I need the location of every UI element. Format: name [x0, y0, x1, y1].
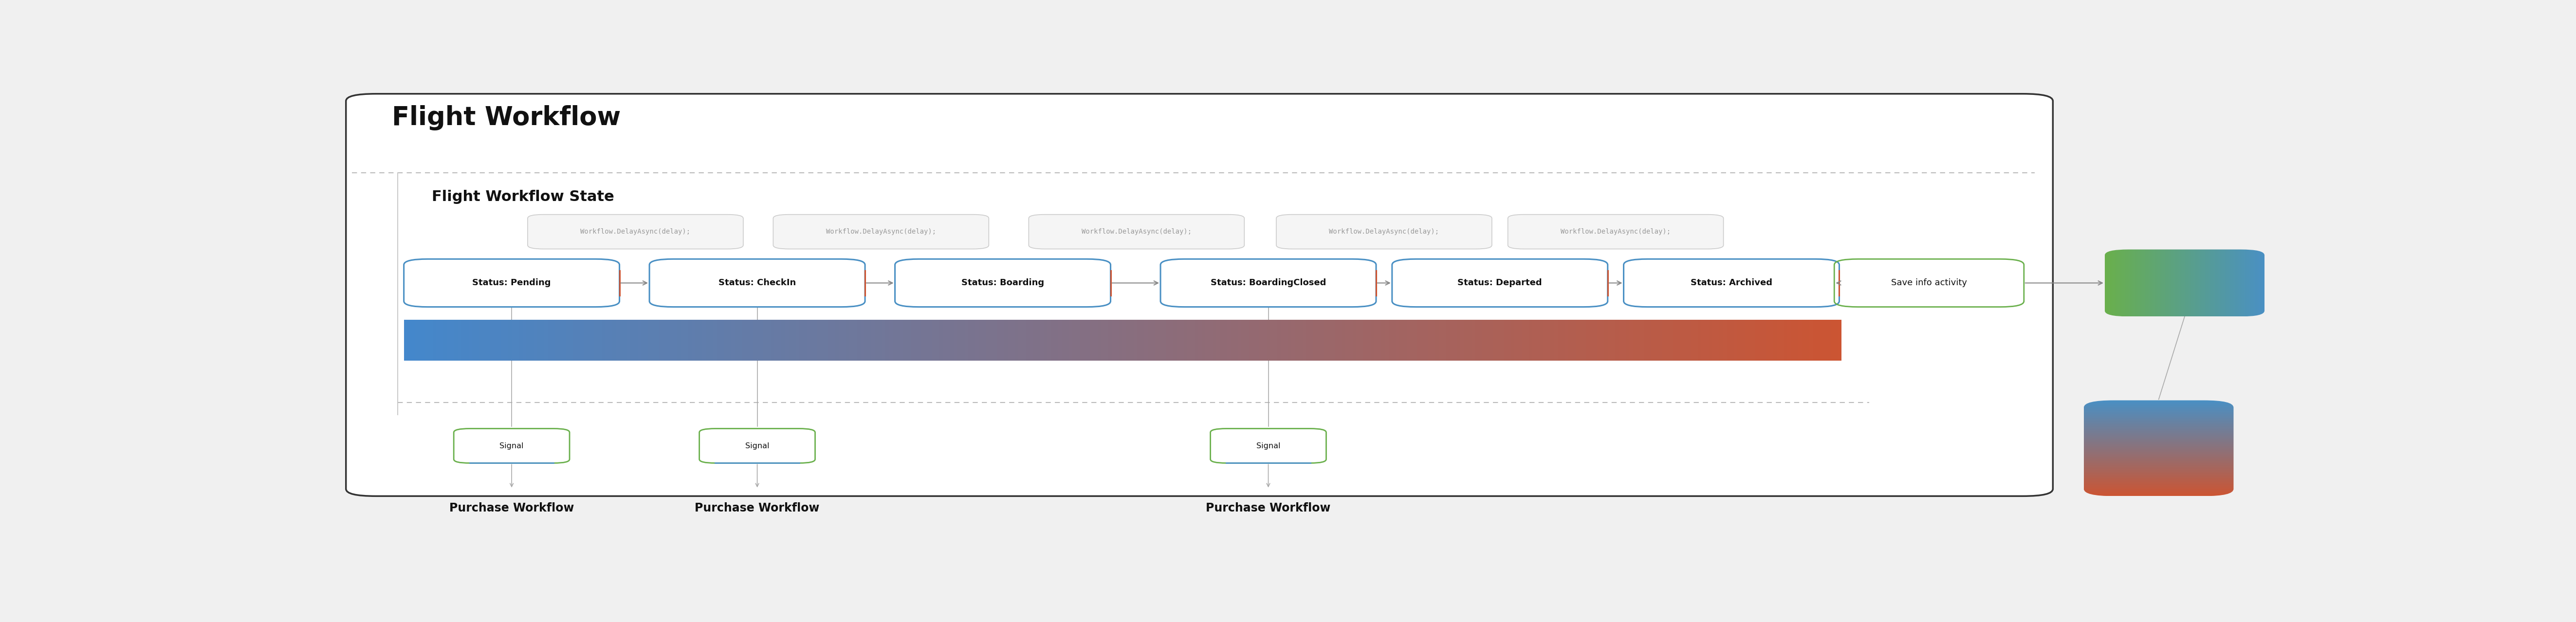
Text: Status: Pending: Status: Pending — [471, 279, 551, 287]
Text: Signal: Signal — [1257, 442, 1280, 450]
Text: Status: CheckIn: Status: CheckIn — [719, 279, 796, 287]
Text: Collection of tickets with passenger details and seat reservation: Collection of tickets with passenger det… — [971, 336, 1275, 345]
Text: Flight Workflow: Flight Workflow — [392, 105, 621, 131]
Text: Workflow.DelayAsync(delay);: Workflow.DelayAsync(delay); — [1329, 228, 1440, 235]
FancyBboxPatch shape — [894, 259, 1110, 307]
Text: Workflow.DelayAsync(delay);: Workflow.DelayAsync(delay); — [827, 228, 935, 235]
FancyBboxPatch shape — [1834, 259, 2025, 307]
FancyBboxPatch shape — [1275, 215, 1492, 249]
FancyBboxPatch shape — [1507, 215, 1723, 249]
FancyBboxPatch shape — [345, 94, 2053, 496]
Text: Flight Workflow State: Flight Workflow State — [433, 190, 613, 204]
Text: Workflow.DelayAsync(delay);: Workflow.DelayAsync(delay); — [580, 228, 690, 235]
Text: Purchase Workflow: Purchase Workflow — [696, 502, 819, 514]
FancyBboxPatch shape — [1211, 429, 1327, 463]
Text: Status: Archived: Status: Archived — [1690, 279, 1772, 287]
Text: Status: Boarding: Status: Boarding — [961, 279, 1043, 287]
Text: Signal: Signal — [500, 442, 523, 450]
FancyBboxPatch shape — [1162, 259, 1376, 307]
FancyBboxPatch shape — [649, 259, 866, 307]
Text: Purchase Workflow: Purchase Workflow — [448, 502, 574, 514]
FancyBboxPatch shape — [698, 429, 814, 463]
FancyBboxPatch shape — [528, 215, 744, 249]
FancyBboxPatch shape — [453, 429, 569, 463]
Text: Purchase Workflow: Purchase Workflow — [1206, 502, 1332, 514]
Text: Save info activity: Save info activity — [1891, 279, 1968, 287]
FancyBboxPatch shape — [404, 259, 618, 307]
FancyBboxPatch shape — [1028, 215, 1244, 249]
Text: Workflow.DelayAsync(delay);: Workflow.DelayAsync(delay); — [1561, 228, 1672, 235]
Text: Status: BoardingClosed: Status: BoardingClosed — [1211, 279, 1327, 287]
FancyBboxPatch shape — [773, 215, 989, 249]
Text: Status: Departed: Status: Departed — [1458, 279, 1543, 287]
FancyBboxPatch shape — [1391, 259, 1607, 307]
Text: Signal: Signal — [744, 442, 770, 450]
Text: DB: DB — [2146, 441, 2172, 455]
Text: Workflow
successful: Workflow successful — [2159, 272, 2210, 294]
Text: Workflow.DelayAsync(delay);: Workflow.DelayAsync(delay); — [1082, 228, 1193, 235]
FancyBboxPatch shape — [1623, 259, 1839, 307]
